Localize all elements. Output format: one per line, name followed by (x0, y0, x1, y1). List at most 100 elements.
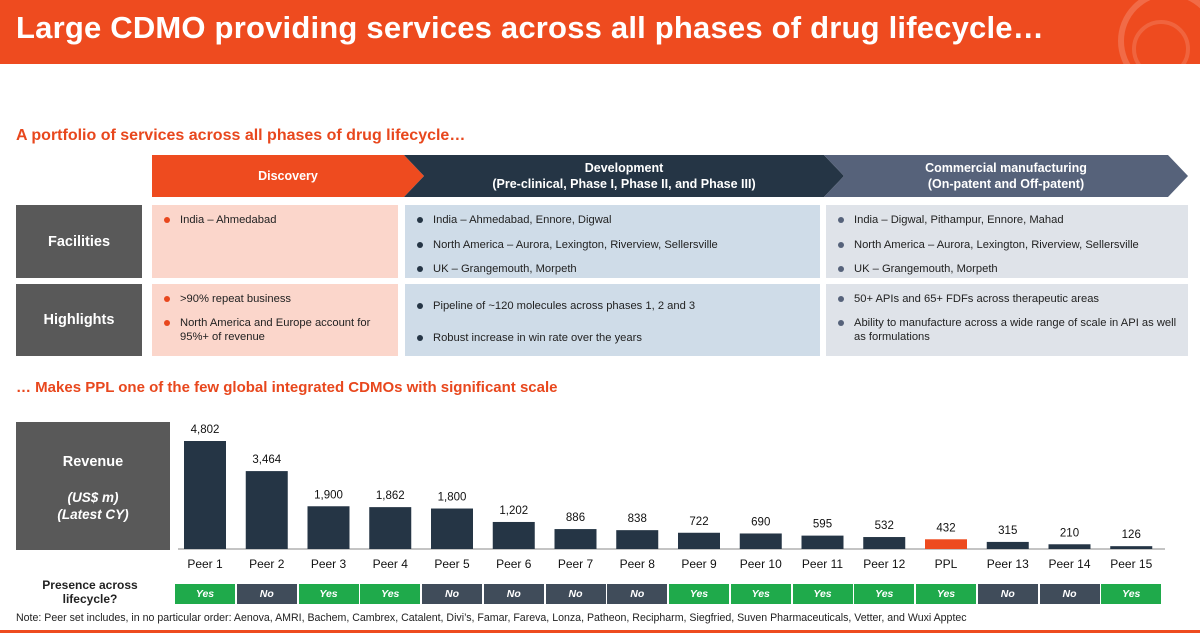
tick-label: Peer 14 (1048, 557, 1090, 571)
presence-badge: Yes (1101, 584, 1162, 604)
phase-discovery: Discovery (152, 155, 424, 197)
bar (1048, 544, 1091, 549)
bar (554, 529, 597, 549)
list-item: North America – Aurora, Lexington, River… (417, 238, 810, 253)
phase-subtitle: (Pre-clinical, Phase I, Phase II, and Ph… (492, 177, 756, 191)
tick-label: Peer 9 (681, 557, 717, 571)
tick-label: Peer 4 (373, 557, 409, 571)
chevron-shape (404, 155, 844, 197)
bar (307, 506, 350, 549)
bullet-icon (417, 217, 423, 223)
chevron-shape (152, 155, 424, 197)
data-label: 432 (936, 522, 955, 534)
tick-label: Peer 15 (1110, 557, 1152, 571)
presence-badge: No (236, 584, 297, 604)
tick-label: Peer 5 (434, 557, 470, 571)
highlights-discovery-cell: >90% repeat business North America and E… (152, 284, 398, 356)
phase-title: Development (584, 161, 664, 175)
section-title-scale: … Makes PPL one of the few global integr… (16, 379, 558, 396)
item-text: India – Digwal, Pithampur, Ennore, Mahad (854, 214, 1064, 226)
list-item: Robust increase in win rate over the yea… (417, 331, 810, 346)
data-label: 690 (751, 516, 770, 528)
list-item: UK – Grangemouth, Morpeth (417, 262, 810, 277)
bar (492, 521, 535, 549)
tick-label: Peer 12 (863, 557, 905, 571)
item-text: India – Ahmedabad, Ennore, Digwal (433, 214, 612, 226)
list-item: North America – Aurora, Lexington, River… (838, 238, 1178, 253)
data-label: 722 (689, 516, 708, 528)
list-item: >90% repeat business (164, 292, 388, 307)
bar (986, 541, 1029, 549)
footnote: Note: Peer set includes, in no particula… (16, 612, 967, 624)
phase-title: Discovery (258, 169, 318, 183)
list-item: 50+ APIs and 65+ FDFs across therapeutic… (838, 292, 1178, 307)
presence-badge: Yes (669, 584, 729, 604)
item-text: 50+ APIs and 65+ FDFs across therapeutic… (854, 293, 1100, 305)
page-title: Large CDMO providing services across all… (16, 10, 1044, 45)
list-item: North America and Europe account for 95%… (164, 316, 388, 345)
data-label: 210 (1060, 527, 1079, 539)
data-label: 4,802 (191, 424, 220, 436)
bullet-icon (164, 296, 170, 302)
section-title-portfolio: A portfolio of services across all phase… (16, 127, 466, 144)
item-text: North America – Aurora, Lexington, River… (433, 238, 718, 251)
presence-badge: Yes (916, 584, 976, 604)
bar (245, 471, 288, 549)
bullet-icon (417, 241, 423, 248)
item-text: Pipeline of ~120 molecules across phases… (433, 300, 696, 312)
presence-badge: Yes (360, 584, 421, 604)
data-label: 1,800 (438, 492, 467, 504)
bar (369, 507, 412, 549)
tick-label: Peer 11 (802, 557, 843, 571)
data-label: 3,464 (252, 454, 281, 466)
tick-label: Peer 6 (496, 557, 532, 571)
list-item: India – Ahmedabad, Ennore, Digwal (417, 213, 810, 228)
data-label: 1,862 (376, 490, 405, 502)
presence-badge: Yes (854, 584, 915, 604)
revenue-label: Revenue (62, 454, 124, 470)
tick-label: PPL (935, 557, 958, 571)
bullet-icon (838, 266, 844, 272)
bullet-icon (417, 334, 423, 341)
data-label: 595 (813, 519, 832, 531)
phase-commercial: Commercial manufacturing (On-patent and O… (824, 155, 1188, 197)
data-label: 315 (998, 525, 1017, 537)
row-header-highlights: Highlights (16, 284, 142, 356)
data-label: 838 (628, 513, 647, 525)
bar (1110, 546, 1153, 549)
revenue-unit: (US$ m) (67, 490, 119, 505)
item-text: >90% repeat business (180, 293, 292, 305)
presence-badge: Yes (730, 584, 791, 604)
highlights-development-cell: Pipeline of ~120 molecules across phases… (405, 284, 820, 356)
facilities-discovery-cell: India – Ahmedabad (152, 205, 398, 278)
item-text: UK – Grangemouth, Morpeth (854, 263, 998, 275)
bar (616, 530, 659, 549)
presence-badge: Yes (298, 584, 359, 604)
presence-badge: No (545, 584, 606, 604)
item-text: Robust increase in win rate over the yea… (433, 331, 642, 344)
revenue-period: (Latest CY) (57, 507, 129, 522)
presence-badge: No (1039, 584, 1100, 604)
tick-label: Peer 8 (620, 557, 656, 571)
data-label: 886 (566, 512, 585, 524)
tick-label: Peer 10 (740, 557, 782, 571)
presence-badge: Yes (792, 584, 853, 604)
bar (801, 535, 844, 549)
tick-label: Peer 1 (187, 557, 223, 571)
list-item: Pipeline of ~120 molecules across phases… (417, 299, 810, 314)
bar (925, 539, 967, 549)
title-banner: Large CDMO providing services across all… (0, 0, 1200, 64)
data-label: 1,900 (314, 489, 343, 501)
tick-label: Peer 2 (249, 557, 285, 571)
list-item: UK – Grangemouth, Morpeth (838, 262, 1178, 277)
item-text: India – Ahmedabad (180, 214, 277, 226)
list-item: India – Digwal, Pithampur, Ennore, Mahad (838, 213, 1178, 228)
presence-badge: Yes (175, 584, 235, 604)
item-text: North America and Europe account for 95%… (180, 316, 371, 344)
revenue-label-box: Revenue (US$ m) (Latest CY) (16, 422, 170, 550)
item-text: UK – Grangemouth, Morpeth (433, 263, 577, 275)
bar (863, 537, 906, 549)
list-item: India – Ahmedabad (164, 213, 388, 228)
highlights-commercial-cell: 50+ APIs and 65+ FDFs across therapeutic… (826, 284, 1188, 356)
